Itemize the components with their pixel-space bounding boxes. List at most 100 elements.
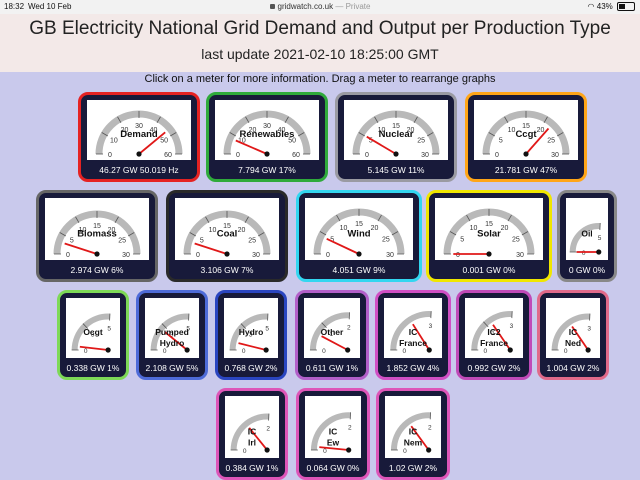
tick-label: 5: [330, 237, 334, 244]
meter-reading: 1.852 GW 4%: [386, 363, 440, 373]
meter-dial: 0 2 IC Nem: [385, 396, 441, 458]
tick-label: 15: [485, 221, 493, 228]
needle: [410, 425, 430, 451]
meter-ic-ned[interactable]: 0 3 IC Ned 1.004 GW 2%: [537, 290, 609, 380]
tick-label: 3: [91, 332, 95, 339]
meter-pumped-hydro[interactable]: 0 3 5 Pumped Hydro 2.108 GW 5%: [136, 290, 208, 380]
meter-renewables[interactable]: 0 10 20 30 40 50 60 Renewables 7.794 GW 17%: [206, 92, 328, 182]
status-date: Wed 10 Feb: [28, 2, 72, 11]
meter-label: IC: [248, 426, 257, 436]
meter-dial: 0 5 10 15 20 25 30 Wind: [305, 198, 413, 260]
meter-ic-irl[interactable]: 0 2 IC Irl 0.384 GW 1%: [216, 388, 288, 480]
meter-reading: 0.338 GW 1%: [66, 363, 120, 373]
needle: [238, 342, 267, 351]
meter-wind[interactable]: 0 5 10 15 20 25 30 Wind 4.051 GW 9%: [296, 190, 422, 282]
meter-ic2-france[interactable]: 0 1 3 IC2 France 0.992 GW 2%: [456, 290, 532, 380]
tick-label: 5: [598, 235, 602, 242]
meter-nuclear[interactable]: 0 5 10 15 20 25 30 Nuclear 5.145 GW 11%: [335, 92, 457, 182]
meter-reading: 7.794 GW 17%: [238, 165, 296, 175]
meter-solar[interactable]: 0 5 10 15 20 25 30 Solar 0.001 GW 0%: [426, 190, 552, 282]
needle-hub: [345, 347, 351, 353]
needle: [319, 446, 349, 451]
battery-percent: 43%: [596, 2, 613, 11]
meter-reading: 46.27 GW 50.019 Hz: [99, 165, 179, 175]
meter-reading: 21.781 GW 47%: [494, 165, 558, 175]
meter-ccgt[interactable]: 0 5 10 15 20 25 30 Ccgt 21.781 GW 47%: [465, 92, 587, 182]
tick-label: 10: [340, 225, 348, 232]
meter-ocgt[interactable]: 0 3 5 Ocgt 0.338 GW 1%: [57, 290, 129, 380]
meter-demand[interactable]: 0 10 20 30 40 50 60 Demand 46.27 GW 50.019 Hz: [78, 92, 200, 182]
address-bar[interactable]: gridwatch.co.uk — Private: [0, 2, 640, 11]
tick-label: 5: [369, 138, 373, 145]
meter-reading: 0.384 GW 1%: [225, 463, 279, 473]
meter-label: Ccgt: [515, 129, 537, 140]
tick-label: 0: [495, 152, 499, 159]
gauge-graphic: 0 5 Oil: [569, 222, 602, 257]
meter-dial: 0 1 2 Other: [304, 298, 360, 358]
tick-label: 20: [108, 227, 116, 234]
meter-dial: 0 5 10 15 20 25 30 Biomass: [45, 198, 149, 260]
meter-other[interactable]: 0 1 2 Other 0.611 GW 1%: [295, 290, 369, 380]
meter-reading: 4.051 GW 9%: [332, 265, 386, 275]
meter-ic-france[interactable]: 0 3 IC France 1.852 GW 4%: [375, 290, 451, 380]
tick-label: 3: [170, 332, 174, 339]
meter-label: IC: [409, 327, 418, 337]
tick-label: 0: [84, 348, 88, 355]
battery-icon: [617, 2, 635, 12]
meter-dial: 0 3 5 Pumped Hydro: [145, 298, 199, 358]
tick-label: 0: [163, 348, 167, 355]
tick-label: 2: [348, 424, 352, 431]
needle: [64, 242, 98, 255]
meter-dial: 0 10 20 30 40 50 60 Demand: [87, 100, 191, 160]
tick-label: 10: [470, 225, 478, 232]
meter-reading: 2.108 GW 5%: [145, 363, 199, 373]
tick-label: 15: [223, 223, 231, 230]
tick-label: 40: [150, 127, 158, 134]
tick-label: 5: [107, 326, 111, 333]
last-update: last update 2021-02-10 18:25:00 GMT: [201, 46, 439, 62]
meter-label: Nem: [404, 437, 423, 447]
meter-dial: 0 2 IC Ew: [305, 396, 361, 458]
meter-ic-ew[interactable]: 0 2 IC Ew 0.064 GW 0%: [296, 388, 370, 480]
tick-label: 30: [551, 152, 559, 159]
meter-reading: 5.145 GW 11%: [367, 165, 425, 175]
meter-dial: 0 3 IC Ned: [546, 298, 600, 358]
meter-label: Oil: [581, 228, 592, 238]
meter-oil[interactable]: 0 5 Oil 0 GW 0%: [557, 190, 617, 282]
status-time: 18:32: [4, 2, 25, 11]
meter-label: Solar: [477, 228, 501, 239]
meter-hydro[interactable]: 0 3 5 Hydro 0.768 GW 2%: [215, 290, 287, 380]
tick-label: 0: [236, 152, 240, 159]
meter-reading: 0 GW 0%: [568, 265, 606, 275]
meter-dial: 0 5 10 15 20 25 30 Ccgt: [474, 100, 578, 160]
tick-label: 5: [265, 326, 269, 333]
meter-coal[interactable]: 0 5 10 15 20 25 30 Coal 3.106 GW 7%: [166, 190, 288, 282]
tick-label: 25: [382, 237, 390, 244]
tick-label: 2: [428, 424, 432, 431]
tick-label: 3: [587, 326, 591, 333]
tick-label: 40: [278, 127, 286, 134]
meter-reading: 3.106 GW 7%: [200, 265, 254, 275]
address-url: gridwatch.co.uk: [277, 2, 334, 11]
meter-biomass[interactable]: 0 5 10 15 20 25 30 Biomass 2.974 GW 6%: [36, 190, 158, 282]
meter-dial: 0 3 IC France: [384, 298, 442, 358]
meter-ic-nem[interactable]: 0 2 IC Nem 1.02 GW 2%: [376, 388, 450, 480]
tick-label: 20: [371, 225, 379, 232]
meter-reading: 1.004 GW 2%: [546, 363, 600, 373]
tick-label: 20: [121, 127, 129, 134]
needle-hub: [486, 251, 492, 257]
page-title: GB Electricity National Grid Demand and …: [29, 18, 611, 39]
needle: [235, 139, 268, 155]
tick-label: 30: [421, 152, 429, 159]
needle: [525, 127, 550, 155]
